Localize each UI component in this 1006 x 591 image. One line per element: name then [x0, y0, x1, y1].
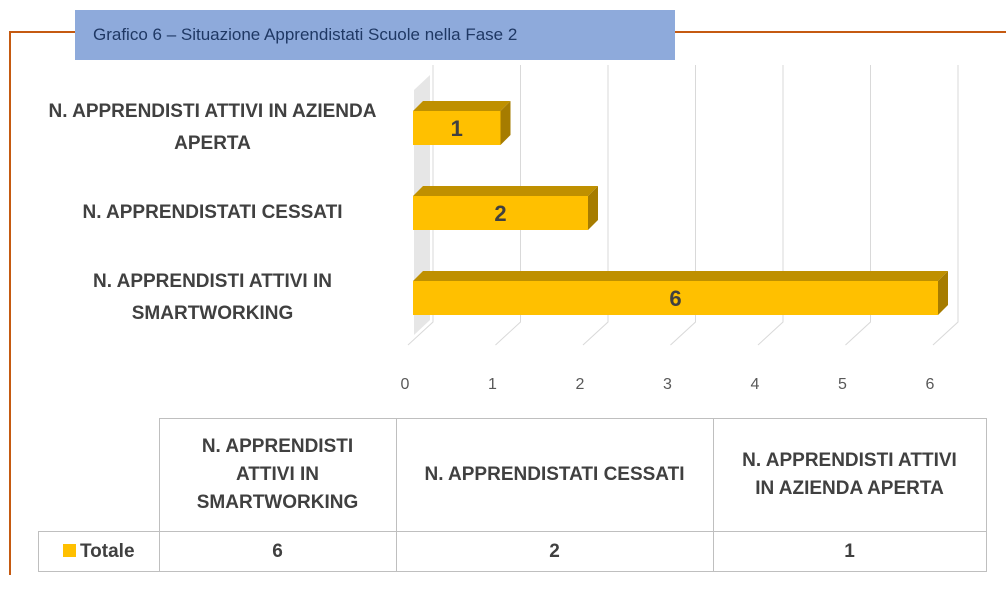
table-header-row: N. APPRENDISTI ATTIVI IN SMARTWORKING N. … [39, 418, 987, 532]
grid-line [757, 65, 784, 346]
x-tick-label: 0 [401, 376, 410, 393]
grid-line [932, 65, 959, 346]
category-label: N. APPRENDISTI ATTIVI IN AZIENDA APERTA [48, 101, 377, 154]
bar-side [938, 271, 948, 315]
category-label: N. APPRENDISTATI CESSATI [82, 202, 343, 223]
data-label: 2 [494, 201, 506, 226]
grid-line [407, 65, 434, 346]
bar-front [413, 196, 588, 230]
table-header: N. APPRENDISTI ATTIVI IN AZIENDA APERTA [712, 418, 987, 532]
bar-top [413, 101, 511, 111]
table-value: 6 [158, 531, 397, 572]
x-tick-label: 1 [488, 376, 497, 393]
category-label: N. APPRENDISTI ATTIVI IN SMARTWORKING [93, 271, 332, 324]
chart-title: Grafico 6 – Situazione Apprendistati Scu… [75, 10, 675, 60]
x-tick-label: 6 [926, 376, 935, 393]
table-header: N. APPRENDISTATI CESSATI [395, 418, 714, 532]
bar-front [413, 281, 938, 315]
grid-line [582, 65, 609, 346]
grid-line [495, 65, 521, 346]
grid-line [845, 65, 871, 346]
bar-top [413, 186, 598, 196]
data-table: N. APPRENDISTI ATTIVI IN SMARTWORKING N. … [38, 418, 987, 572]
x-tick-label: 3 [663, 376, 672, 393]
table-value: 1 [712, 531, 987, 572]
bar [413, 101, 511, 145]
data-label: 6 [669, 286, 681, 311]
bar-top [413, 271, 948, 281]
bar-side [588, 186, 598, 230]
table-header: N. APPRENDISTI ATTIVI IN SMARTWORKING [158, 418, 397, 532]
legend-label: Totale [79, 540, 135, 562]
bar-front [413, 111, 501, 145]
frame [9, 31, 1006, 575]
x-tick-label: 4 [751, 376, 760, 393]
empty-cell [39, 419, 160, 532]
x-tick-label: 5 [838, 376, 847, 393]
bar [413, 186, 598, 230]
x-tick-label: 2 [576, 376, 585, 393]
bar-side [500, 101, 511, 145]
data-label: 1 [451, 116, 463, 141]
table-row: Totale 6 2 1 [38, 531, 987, 572]
series-cell: Totale [38, 531, 160, 572]
bar [413, 271, 948, 315]
grid-line [670, 65, 696, 346]
legend-key [62, 543, 76, 557]
table-value: 2 [395, 531, 714, 572]
